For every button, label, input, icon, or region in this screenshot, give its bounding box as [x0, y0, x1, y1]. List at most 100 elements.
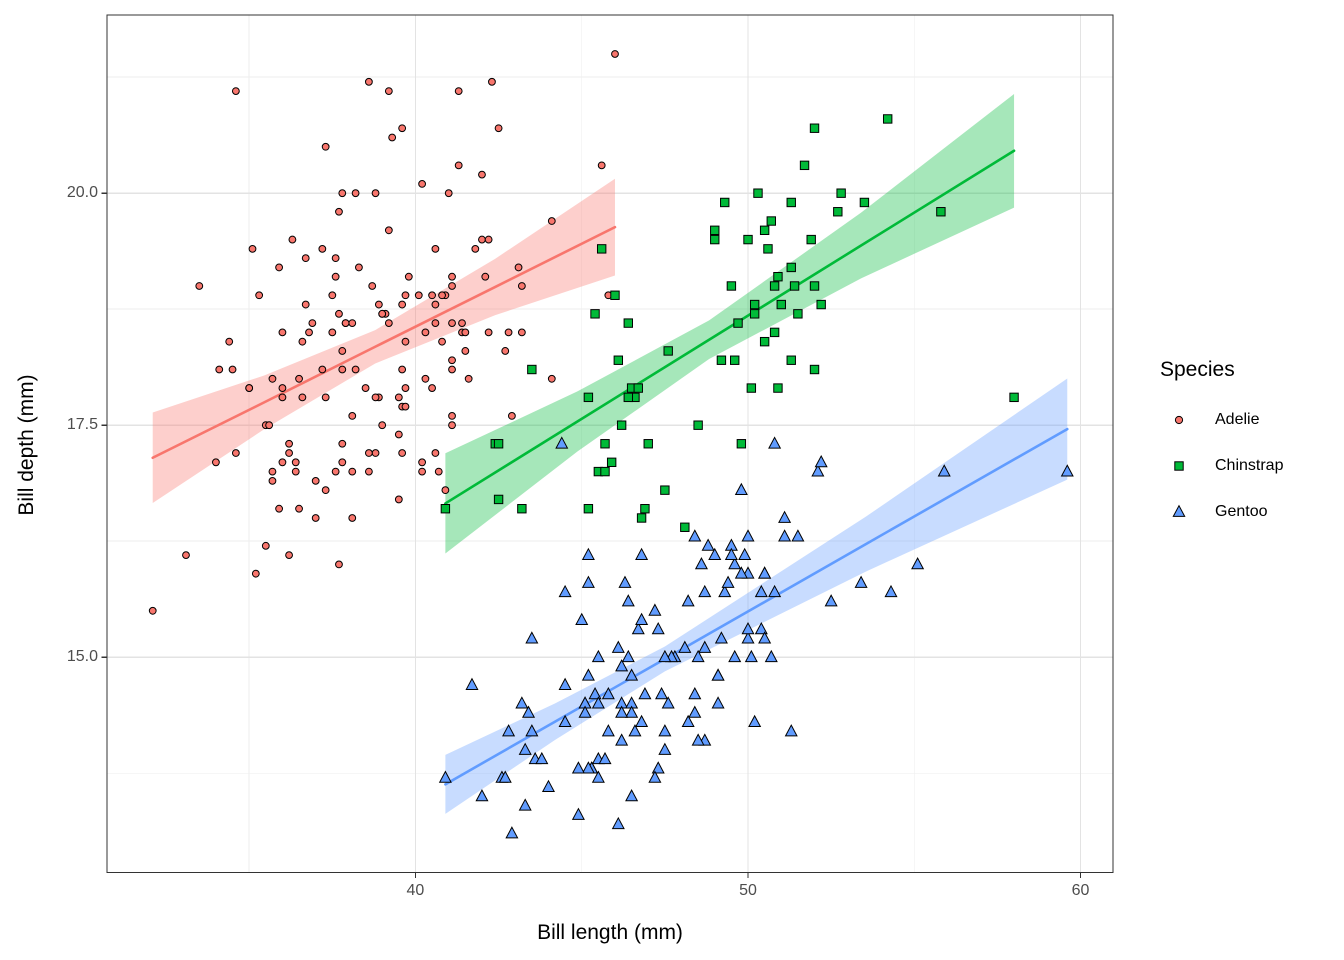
point-chinstrap: [749, 299, 760, 310]
point-chinstrap: [730, 355, 740, 365]
point-adelie: [261, 541, 270, 550]
point-gentoo: [768, 584, 782, 598]
point-adelie: [394, 430, 403, 439]
point-adelie: [431, 244, 440, 253]
point-chinstrap: [623, 318, 633, 328]
point-chinstrap: [786, 355, 796, 365]
point-gentoo: [655, 686, 669, 700]
point-gentoo: [688, 529, 702, 542]
point-gentoo: [744, 649, 758, 663]
y-tick-label: 15.0: [66, 648, 98, 666]
point-adelie: [255, 291, 264, 300]
point-adelie: [268, 467, 277, 476]
regression-line-adelie: [151, 225, 617, 460]
point-adelie: [401, 337, 410, 346]
point-adelie: [301, 300, 310, 309]
point-adelie: [225, 337, 234, 346]
point-gentoo: [714, 631, 728, 644]
point-adelie: [388, 133, 397, 142]
point-gentoo: [618, 575, 632, 588]
point-gentoo: [708, 547, 722, 561]
point-adelie: [251, 569, 260, 578]
point-chinstrap: [600, 466, 610, 477]
point-adelie: [311, 476, 320, 485]
point-chinstrap: [710, 225, 720, 236]
point-adelie: [364, 449, 373, 457]
point-adelie: [295, 374, 303, 383]
point-chinstrap: [786, 262, 796, 273]
point-adelie: [471, 244, 480, 253]
point-adelie: [448, 319, 456, 328]
point-gentoo: [591, 649, 605, 663]
x-tick-label: 60: [1071, 882, 1090, 899]
point-chinstrap: [643, 439, 653, 449]
point-gentoo: [518, 798, 532, 811]
point-adelie: [318, 365, 327, 374]
point-gentoo: [698, 640, 712, 653]
point-adelie: [291, 467, 300, 476]
point-adelie: [338, 439, 347, 448]
point-chinstrap: [716, 355, 727, 365]
point-gentoo: [754, 584, 768, 598]
point-adelie: [364, 467, 373, 476]
point-chinstrap: [759, 336, 770, 347]
point-gentoo: [784, 724, 798, 737]
ci-ribbon-chinstrap: [445, 93, 1015, 554]
point-gentoo: [615, 733, 629, 746]
point-chinstrap: [859, 197, 870, 208]
point-adelie: [245, 384, 254, 392]
point-gentoo: [734, 482, 748, 496]
point-adelie: [348, 412, 357, 420]
point-adelie: [398, 449, 407, 457]
point-adelie: [182, 551, 190, 560]
point-gentoo: [558, 584, 572, 598]
point-chinstrap: [746, 383, 757, 393]
point-gentoo: [911, 557, 925, 570]
point-adelie: [248, 244, 257, 253]
point-gentoo: [581, 668, 595, 681]
point-chinstrap: [789, 281, 800, 291]
point-adelie: [331, 467, 340, 476]
point-adelie: [275, 504, 284, 513]
point-adelie: [398, 300, 407, 309]
point-gentoo: [648, 603, 662, 616]
point-adelie: [484, 328, 493, 337]
point-adelie: [444, 189, 453, 198]
point-gentoo: [718, 584, 732, 598]
point-chinstrap: [596, 244, 607, 254]
point-gentoo: [721, 575, 735, 588]
point-adelie: [295, 504, 303, 513]
point-adelie: [478, 235, 486, 244]
point-adelie: [338, 458, 347, 467]
point-adelie: [374, 300, 383, 309]
point-gentoo: [558, 714, 572, 728]
legend-item-chinstrap: Chinstrap: [1168, 455, 1283, 477]
point-gentoo: [658, 649, 672, 663]
point-adelie: [441, 486, 450, 495]
point-adelie: [285, 449, 293, 457]
point-gentoo: [625, 705, 639, 718]
legend-square-glyph: [1174, 461, 1184, 471]
point-gentoo: [601, 686, 615, 700]
point-adelie: [311, 514, 320, 522]
point-adelie: [461, 328, 470, 337]
point-chinstrap: [600, 439, 610, 449]
point-chinstrap: [583, 504, 594, 514]
point-adelie: [361, 384, 370, 392]
point-chinstrap: [736, 439, 747, 449]
point-gentoo: [621, 649, 635, 663]
point-adelie: [448, 272, 456, 281]
point-adelie: [418, 180, 427, 188]
point-chinstrap: [726, 281, 737, 291]
point-adelie: [434, 467, 443, 476]
point-adelie: [494, 124, 503, 133]
regression-line-chinstrap: [444, 149, 1016, 505]
point-chinstrap: [769, 327, 780, 338]
point-gentoo: [571, 807, 585, 820]
point-gentoo: [758, 566, 772, 579]
point-gentoo: [438, 770, 452, 783]
point-adelie: [331, 254, 340, 263]
point-gentoo: [581, 575, 595, 588]
point-chinstrap: [793, 309, 803, 319]
